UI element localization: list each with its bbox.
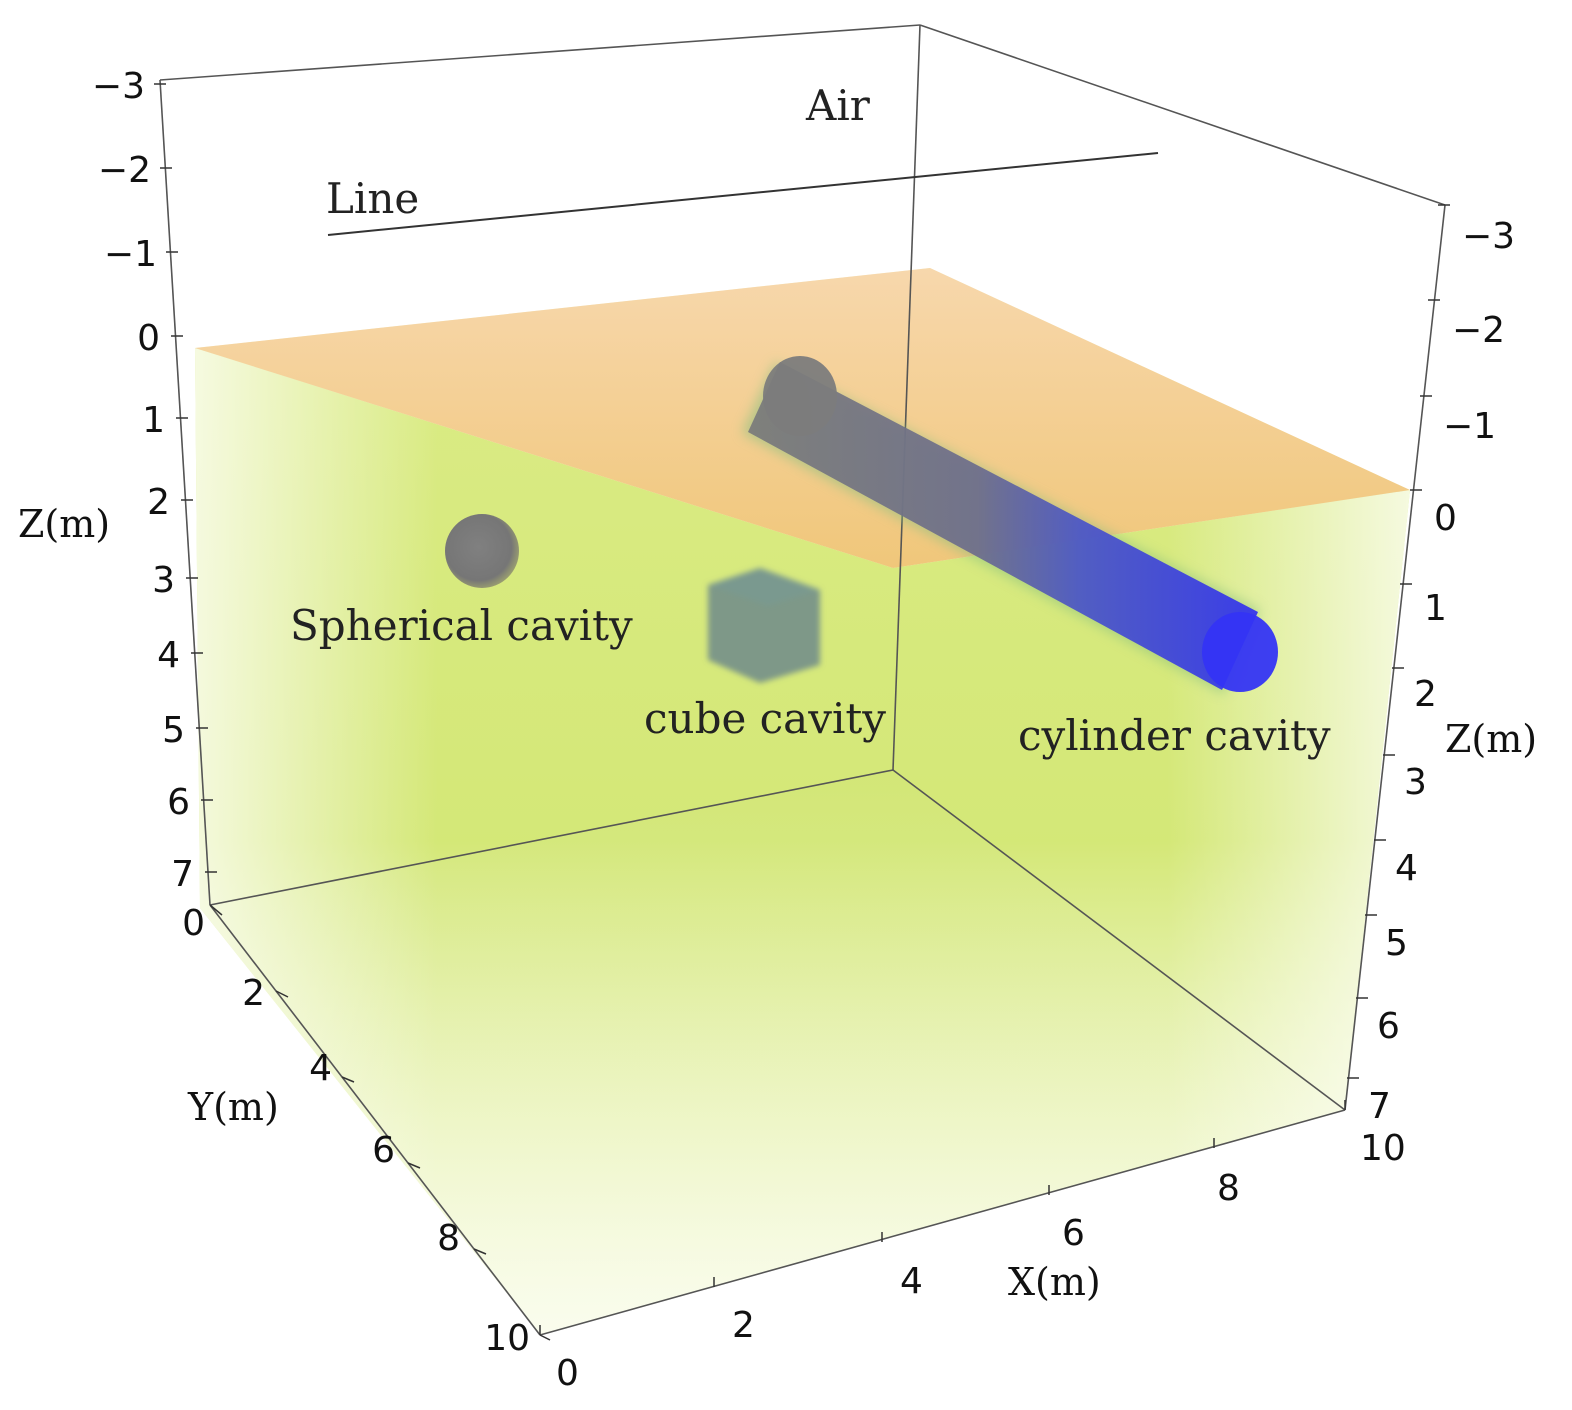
- z-right-tick-label: 3: [1404, 762, 1427, 803]
- z-left-tick-label: −1: [104, 234, 157, 275]
- z-right-tick-label: 2: [1414, 674, 1437, 715]
- cube-cavity: [708, 568, 820, 683]
- z-right-tick-label: 6: [1377, 1006, 1400, 1047]
- z-right-tick-label: −2: [1452, 310, 1505, 351]
- z-left-tick-label: 2: [147, 482, 170, 523]
- z-left-tick-label: 6: [167, 782, 190, 823]
- bounding-box-back: [159, 24, 1446, 1111]
- z-right-tick-label: −3: [1462, 216, 1515, 257]
- air-label: Air: [805, 81, 871, 130]
- cylinder-cavity-label: cylinder cavity: [1018, 711, 1331, 760]
- y-tick-label: 0: [182, 903, 205, 944]
- x-axis: 0 2 4 6 8 10 X(m): [556, 1128, 1406, 1394]
- cube-cavity-label: cube cavity: [644, 694, 886, 743]
- z-left-axis-title: Z(m): [18, 502, 110, 546]
- z-axis-right: −3 −2 −1 0 1 2 3 4 5 6 7 Z(m): [1368, 216, 1537, 1127]
- z-right-tick-label: 7: [1368, 1086, 1391, 1127]
- cylinder-cavity: [742, 356, 1278, 694]
- x-axis-title: X(m): [1008, 1260, 1101, 1304]
- y-tick-label: 10: [484, 1318, 530, 1359]
- y-axis-title: Y(m): [187, 1085, 279, 1129]
- x-tick-label: 10: [1360, 1128, 1406, 1169]
- z-left-tick-label: −3: [92, 66, 145, 107]
- x-tick-label: 8: [1217, 1168, 1240, 1209]
- z-right-tick-label: 4: [1395, 848, 1418, 889]
- z-right-tick-label: −1: [1443, 406, 1496, 447]
- x-tick-label: 4: [900, 1261, 923, 1302]
- z-left-tick-label: 0: [137, 318, 160, 359]
- spherical-cavity-label: Spherical cavity: [290, 601, 633, 650]
- z-left-tick-label: 3: [152, 560, 175, 601]
- survey-line: [327, 152, 1159, 236]
- x-tick-label: 0: [556, 1353, 579, 1394]
- bounding-box-front: [159, 79, 1446, 1336]
- x-tick-label: 6: [1062, 1213, 1085, 1254]
- z-left-tick-label: −2: [98, 150, 151, 191]
- z-right-tick-label: 0: [1434, 498, 1457, 539]
- z-left-tick-label: 1: [142, 400, 165, 441]
- x-tick-label: 2: [732, 1305, 755, 1346]
- spherical-cavity: [445, 514, 519, 588]
- z-left-tick-label: 5: [162, 710, 185, 751]
- z-right-tick-label: 5: [1385, 923, 1408, 964]
- y-tick-label: 2: [242, 973, 265, 1014]
- y-tick-label: 4: [309, 1048, 332, 1089]
- y-axis: 0 2 4 6 8 10 Y(m): [182, 903, 530, 1359]
- z-axis-left: −3 −2 −1 0 1 2 3 4 5 6 7 Z(m): [18, 66, 194, 895]
- y-tick-label: 6: [372, 1130, 395, 1171]
- tick-marks: [154, 83, 1450, 1341]
- line-label: Line: [326, 174, 419, 223]
- y-tick-label: 8: [437, 1218, 460, 1259]
- z-right-axis-title: Z(m): [1445, 717, 1537, 761]
- z-left-tick-label: 7: [171, 854, 194, 895]
- z-right-tick-label: 1: [1424, 588, 1447, 629]
- z-left-tick-label: 4: [157, 635, 180, 676]
